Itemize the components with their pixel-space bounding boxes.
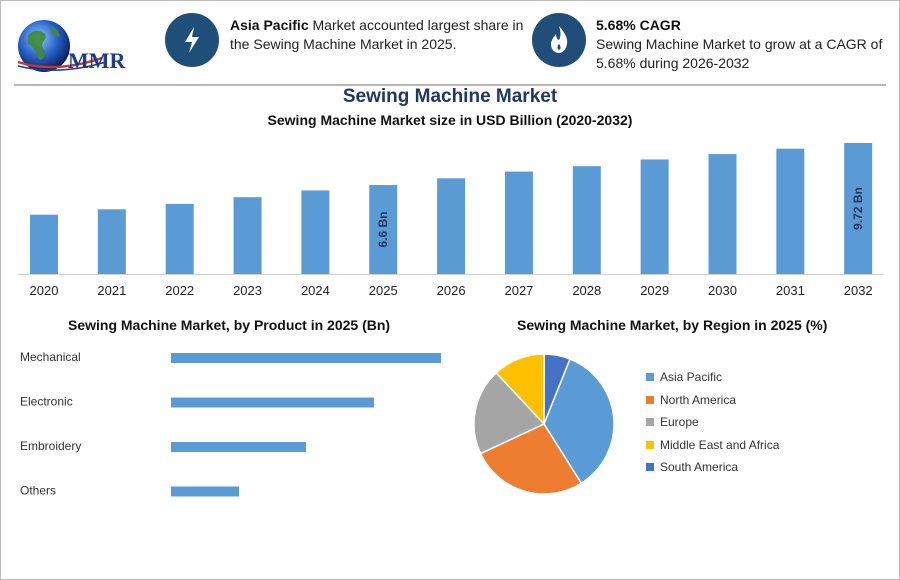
bar-2030	[708, 154, 737, 274]
x-tick-label: 2025	[369, 283, 398, 298]
x-tick-label: 2020	[30, 283, 59, 298]
legend-item: North America	[646, 393, 736, 407]
legend-swatch	[646, 463, 654, 471]
legend-item: Middle East and Africa	[646, 438, 779, 452]
pie-slice-south-america	[543, 353, 571, 425]
product-bar-electronic	[171, 397, 374, 408]
legend-swatch	[646, 373, 654, 381]
legend-item: Asia Pacific	[646, 370, 722, 384]
product-bar-embroidery	[171, 442, 306, 452]
legend-item: South America	[646, 460, 738, 474]
header-divider	[14, 84, 886, 86]
info-cagr: 5.68% CAGR Sewing Machine Market to grow…	[596, 16, 886, 73]
bar-2024	[301, 190, 330, 274]
x-tick-label: 2032	[844, 283, 873, 298]
x-tick-label: 2031	[776, 283, 805, 298]
logo-text: MMR	[68, 48, 127, 73]
data-label: 6.6 Bn	[376, 212, 390, 248]
region-chart-title: Sewing Machine Market, by Region in 2025…	[517, 317, 828, 333]
x-tick-label: 2026	[437, 283, 466, 298]
legend-label: North America	[660, 392, 737, 407]
product-label: Others	[20, 484, 56, 498]
x-tick-label: 2021	[97, 283, 126, 298]
legend-swatch	[646, 440, 654, 449]
legend-swatch	[646, 395, 654, 404]
legend-label: Asia Pacific	[660, 370, 723, 384]
bar-2021	[97, 209, 126, 274]
legend-swatch	[646, 418, 654, 426]
product-chart-title: Sewing Machine Market, by Product in 202…	[68, 317, 391, 333]
bar-2032	[844, 143, 873, 274]
chart-main-title: Sewing Machine Market	[342, 86, 558, 107]
legend-label: South America	[660, 460, 739, 474]
product-bar-mechanical	[171, 353, 441, 363]
legend-label: Europe	[660, 415, 699, 429]
bar-2031	[776, 148, 805, 274]
lightning-icon	[165, 13, 219, 67]
info-cagr-text: Sewing Machine Market to grow at a CAGR …	[596, 36, 883, 71]
bar-2027	[504, 171, 533, 274]
x-tick-label: 2022	[165, 283, 194, 298]
bar-2020	[30, 214, 58, 274]
info-asia-pacific: Asia Pacific Market accounted largest sh…	[230, 16, 525, 54]
bar-2026	[437, 178, 466, 274]
flame-icon	[532, 13, 586, 67]
bar-2029	[640, 159, 669, 274]
product-bar-others	[171, 486, 239, 497]
x-tick-label: 2030	[708, 283, 737, 298]
pie-slice-europe	[473, 371, 546, 455]
x-tick-label: 2028	[572, 283, 601, 298]
pie-slice-asia-pacific	[543, 358, 615, 485]
data-label: 9.72 Bn	[851, 187, 865, 230]
mmr-logo: MMR	[14, 14, 144, 78]
info-asia-pacific-text: Market accounted largest share in the Se…	[230, 17, 524, 52]
legend-label: Middle East and Africa	[660, 437, 780, 452]
x-tick-label: 2024	[301, 283, 330, 298]
bar-2023	[233, 197, 262, 274]
x-tick-label: 2029	[640, 283, 669, 298]
pie-slice-north-america	[479, 423, 583, 495]
info-cagr-bold: 5.68% CAGR	[596, 17, 681, 33]
bar-2028	[572, 166, 601, 274]
product-label: Embroidery	[20, 439, 81, 453]
chart-subtitle: Sewing Machine Market size in USD Billio…	[267, 112, 633, 128]
info-asia-pacific-bold: Asia Pacific	[230, 17, 309, 33]
x-tick-label: 2027	[504, 283, 533, 298]
product-label: Mechanical	[20, 350, 81, 364]
x-tick-label: 2023	[233, 283, 262, 298]
bar-2025	[369, 185, 398, 274]
product-label: Electronic	[20, 395, 73, 409]
bar-2022	[165, 203, 194, 274]
legend-item: Europe	[646, 415, 699, 429]
